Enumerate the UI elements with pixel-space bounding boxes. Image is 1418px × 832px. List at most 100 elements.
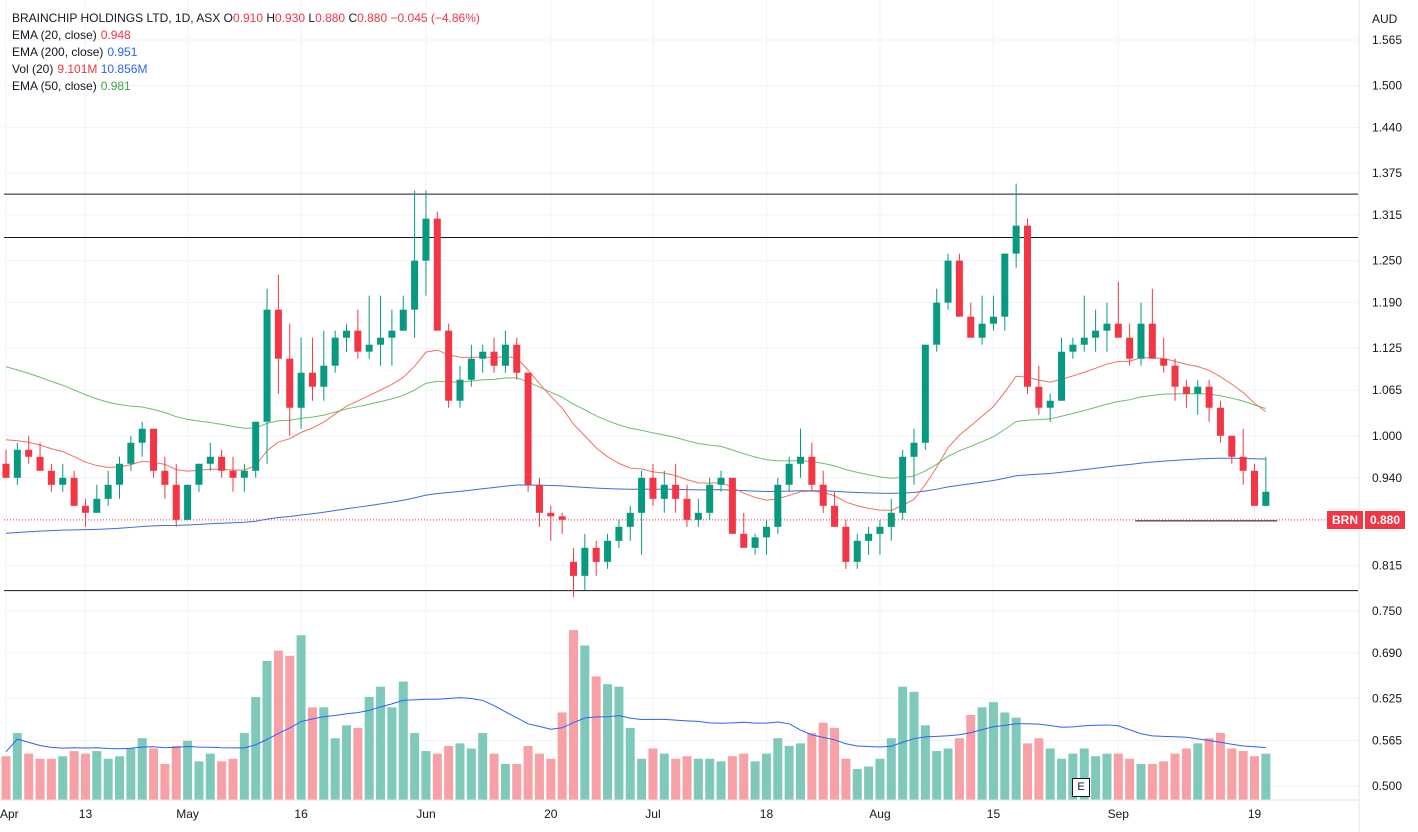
candle-body — [967, 316, 975, 338]
volume-bar — [784, 745, 794, 800]
candle-body — [717, 477, 725, 485]
volume-bar — [296, 635, 306, 800]
candle-body — [184, 484, 192, 520]
price-tick-label: 0.565 — [1372, 733, 1402, 747]
candle-body — [229, 470, 237, 478]
candle-body — [513, 344, 521, 373]
volume-bar — [466, 748, 476, 800]
candle-body — [831, 505, 839, 527]
legend-ema20-row[interactable]: EMA (20, close) 0.948 — [12, 27, 480, 44]
volume-bar — [1181, 748, 1191, 800]
legend-volume-row[interactable]: Vol (20) 9.101M 10.856M — [12, 61, 480, 78]
volume-bar — [682, 756, 692, 800]
high-value: 0.930 — [275, 11, 306, 25]
volume-bar — [421, 751, 431, 800]
legend-ema50-row[interactable]: EMA (50, close) 0.981 — [12, 78, 480, 95]
volume-bar — [126, 748, 136, 800]
price-tick-label: 1.315 — [1372, 208, 1402, 222]
candle-body — [672, 484, 680, 499]
volume-bar — [273, 650, 283, 800]
volume-bar — [364, 697, 374, 800]
candle-body — [70, 477, 78, 506]
candle-body — [933, 302, 941, 345]
candle-body — [263, 309, 271, 422]
candle-body — [1262, 491, 1270, 506]
legend-ema200-row[interactable]: EMA (200, close) 0.951 — [12, 44, 480, 61]
candle-body — [1114, 323, 1122, 338]
open-value: 0.910 — [232, 11, 263, 25]
candle-body — [36, 456, 44, 471]
volume-bar — [262, 660, 272, 800]
candle-body — [422, 218, 430, 261]
volume-bar — [58, 756, 68, 800]
candle-body — [365, 344, 373, 352]
volume-bar — [920, 725, 930, 800]
candle-body — [172, 484, 180, 520]
volume-bar — [966, 715, 976, 800]
volume-bar — [603, 684, 613, 800]
time-tick-label: Apr — [0, 807, 19, 821]
candle-body — [910, 442, 918, 457]
candle-body — [728, 477, 736, 534]
candle-body — [524, 372, 532, 485]
price-tick-label: 1.440 — [1372, 121, 1402, 135]
volume-bar — [988, 702, 998, 800]
volume-bar — [1068, 753, 1078, 800]
volume-bar — [1227, 748, 1237, 800]
candle-body — [1205, 386, 1213, 408]
ema50-value: 0.981 — [100, 79, 131, 93]
price-tick-label: 1.375 — [1372, 166, 1402, 180]
candle-body — [501, 344, 509, 366]
price-badge-symbol: BRN — [1327, 511, 1363, 529]
currency-label: AUD — [1372, 12, 1398, 26]
price-tick-label: 1.500 — [1372, 79, 1402, 93]
volume-bar — [534, 753, 544, 800]
candle-body — [1251, 470, 1258, 506]
candle-body — [694, 512, 702, 520]
symbol-title[interactable]: BRAINCHIP HOLDINGS LTD, 1D, ASX — [12, 11, 221, 25]
volume-bar — [875, 758, 885, 800]
candle-body — [252, 421, 260, 471]
volume-bar — [353, 727, 363, 800]
volume-bar — [569, 630, 578, 800]
volume-bar — [625, 727, 635, 800]
candle-body — [1137, 323, 1145, 359]
volume-bar — [739, 753, 749, 800]
volume-bar — [761, 753, 771, 800]
earnings-event-icon[interactable]: E — [1072, 778, 1090, 797]
volume-bar — [614, 686, 624, 800]
candle-body — [343, 330, 350, 338]
volume-bar — [727, 756, 737, 800]
candle-body — [195, 463, 203, 485]
volume-bar — [217, 761, 227, 800]
volume-bar — [12, 733, 22, 800]
volume-bar — [693, 758, 703, 800]
price-tick-label: 0.750 — [1372, 604, 1402, 618]
price-tick-label: 1.190 — [1372, 296, 1402, 310]
candle-body — [558, 516, 566, 520]
volume-bar — [489, 753, 499, 800]
volume-bar — [977, 707, 987, 800]
price-tick-label: 1.250 — [1372, 254, 1402, 268]
volume-bar — [1011, 717, 1021, 800]
time-axis[interactable]: Apr 13 May 16 Jun 20 Jul 18 Aug 15 Sep 19 — [0, 799, 1358, 821]
candle-body — [1216, 407, 1224, 436]
candle-body — [59, 477, 67, 485]
volume-bar — [194, 761, 204, 800]
candle-body — [1024, 225, 1031, 387]
candle-body — [547, 512, 555, 517]
volume-bar — [1250, 756, 1259, 800]
volume-bar — [523, 745, 533, 800]
candle-body — [456, 379, 464, 401]
price-badge-value: 0.880 — [1365, 511, 1406, 529]
volume-bar — [376, 686, 386, 800]
volume-bar — [1147, 763, 1157, 800]
volume-bar — [1113, 753, 1123, 800]
candle-body — [592, 547, 600, 562]
legend-ohlc-row: BRAINCHIP HOLDINGS LTD, 1D, ASX O0.910 H… — [12, 10, 480, 27]
ema20-line — [5, 349, 1267, 511]
volume-bar — [160, 763, 170, 800]
volume-bar — [171, 745, 181, 800]
price-axis[interactable]: AUD 1.565 1.500 1.440 1.375 1.315 1.250 1.190 1.… — [1358, 0, 1402, 832]
